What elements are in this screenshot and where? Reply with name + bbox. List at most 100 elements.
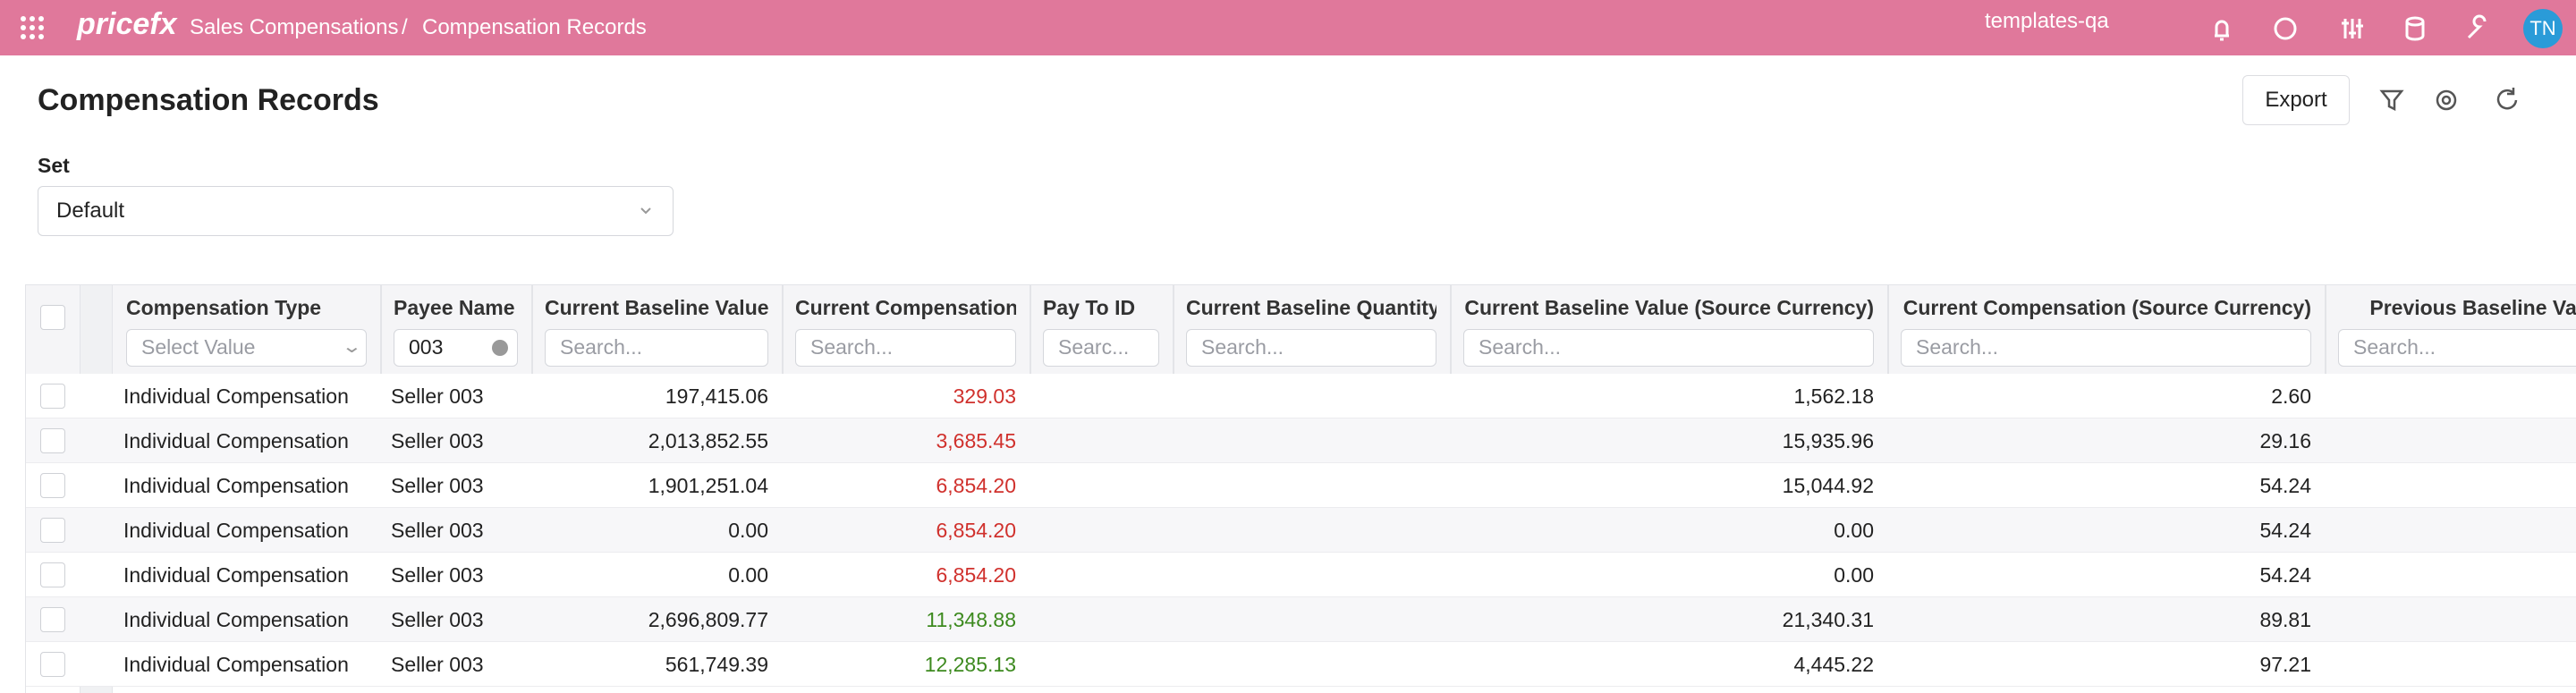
column-header[interactable]: Current Baseline Value (Source Currency)	[1464, 296, 1874, 319]
table-row	[26, 597, 2576, 642]
column-divider	[1173, 285, 1174, 374]
table-cell: 6,854.20	[936, 474, 1016, 497]
column-divider	[2325, 285, 2326, 374]
help-icon[interactable]	[2274, 17, 2297, 40]
table-cell: Seller 003	[391, 519, 484, 542]
settings-icon[interactable]	[2436, 89, 2457, 111]
table-cell: Seller 003	[391, 653, 484, 676]
row-checkbox[interactable]	[40, 562, 65, 587]
column-filter[interactable]: Search...	[1901, 329, 2311, 367]
tools-icon[interactable]	[2467, 14, 2487, 39]
table-cell: 97.21	[2259, 653, 2311, 676]
select-all-checkbox[interactable]	[40, 305, 65, 330]
table-cell: 21,340.31	[1782, 608, 1874, 631]
table-cell: Seller 003	[391, 563, 484, 587]
table-cell: 54.24	[2259, 563, 2311, 587]
column-filter[interactable]: Search...	[795, 329, 1016, 367]
table-cell: 89.81	[2259, 608, 2311, 631]
table-cell: Individual Compensation	[123, 608, 349, 631]
table-cell: 2,013,852.55	[648, 429, 768, 452]
column-filter[interactable]: Search...	[1186, 329, 1436, 367]
breadcrumb-current: Compensation Records	[422, 15, 647, 39]
column-header[interactable]: Compensation Type	[126, 296, 322, 319]
column-header[interactable]: Previous Baseline Value	[2369, 296, 2576, 319]
column-divider	[782, 285, 784, 374]
row-checkbox[interactable]	[40, 518, 65, 543]
table-cell: Individual Compensation	[123, 429, 349, 452]
export-button[interactable]: Export	[2242, 75, 2350, 125]
database-icon[interactable]	[2405, 16, 2425, 27]
row-checkbox[interactable]	[40, 428, 65, 453]
table-cell: 54.24	[2259, 519, 2311, 542]
table-row	[26, 553, 2576, 597]
column-filter[interactable]: Select Value	[126, 329, 367, 367]
avatar[interactable]	[2522, 8, 2563, 49]
filter-icon[interactable]	[2379, 89, 2404, 112]
logo[interactable]: pricefx	[77, 7, 177, 41]
table-cell: 54.24	[2259, 474, 2311, 497]
table-row	[26, 508, 2576, 553]
table-cell: 0.00	[728, 563, 768, 587]
filter-arrow: ⌄	[341, 337, 363, 357]
row-checkbox[interactable]	[40, 473, 65, 498]
row-checkbox[interactable]	[40, 384, 65, 409]
page-title: Compensation Records	[38, 83, 379, 117]
column-filter[interactable]: Search...	[2338, 329, 2576, 367]
column-filter[interactable]: Search...	[1463, 329, 1874, 367]
table-cell: 0.00	[728, 519, 768, 542]
table-cell: 197,415.06	[665, 385, 768, 408]
table-cell: Individual Compensation	[123, 653, 349, 676]
column-header[interactable]: Current Baseline Quantity	[1186, 296, 1436, 319]
table-cell: Individual Compensation	[123, 563, 349, 587]
clear-filter[interactable]	[492, 340, 508, 356]
column-filter[interactable]: Search...	[545, 329, 768, 367]
column-header[interactable]: Current Compensation	[795, 296, 1016, 319]
table-cell: Seller 003	[391, 429, 484, 452]
column-header[interactable]: Current Compensation (Source Currency)	[1902, 296, 2311, 319]
table-cell: 1,562.18	[1793, 385, 1874, 408]
toolbar-icons	[2379, 88, 2518, 112]
column-header[interactable]: Payee Name	[394, 296, 515, 319]
column-header[interactable]: Pay To ID	[1043, 296, 1136, 319]
avatar-initials: TN	[2529, 17, 2556, 39]
table-cell: Individual Compensation	[123, 474, 349, 497]
table-cell: 15,935.96	[1782, 429, 1874, 452]
apps-icon[interactable]	[20, 15, 45, 40]
table-cell: Individual Compensation	[123, 385, 349, 408]
table-cell: 2,696,809.77	[648, 608, 768, 631]
table-row	[26, 642, 2576, 687]
column-filter[interactable]: Searc...	[1043, 329, 1159, 367]
table-cell: 6,854.20	[936, 519, 1016, 542]
settings-icon[interactable]	[2342, 19, 2363, 38]
column-divider	[1450, 285, 1452, 374]
set-label: Set	[38, 154, 70, 177]
dropdown-arrow	[640, 207, 651, 215]
table-cell: Seller 003	[391, 385, 484, 408]
breadcrumb-link[interactable]: Sales Compensations	[190, 15, 399, 39]
table-cell: Seller 003	[391, 608, 484, 631]
table-cell: 12,285.13	[924, 653, 1016, 676]
column-header[interactable]: Current Baseline Value	[545, 296, 768, 319]
table-cell: 2.60	[2271, 385, 2311, 408]
row-checkbox[interactable]	[40, 652, 65, 677]
table-cell: 561,749.39	[665, 653, 768, 676]
data-table: Compensation Type Select Value ⌄ Payee Name…	[25, 284, 2576, 693]
table-cell: Seller 003	[391, 474, 484, 497]
notification-icon[interactable]	[2215, 20, 2229, 41]
table-row	[26, 374, 2576, 418]
table-row	[26, 463, 2576, 508]
refresh-icon[interactable]	[2496, 88, 2518, 110]
environment[interactable]: templates-qa	[1985, 9, 2109, 33]
column-divider	[380, 285, 382, 374]
column-divider	[531, 285, 533, 374]
header-icons	[2215, 14, 2487, 41]
row-checkbox[interactable]	[40, 607, 65, 632]
column-divider	[1030, 285, 1031, 374]
table-cell: 1,901,251.04	[648, 474, 768, 497]
table-cell: 0.00	[1834, 519, 1874, 542]
table-row	[26, 418, 2576, 463]
set-dropdown[interactable]: Default	[38, 186, 674, 236]
breadcrumb-separator: /	[402, 15, 408, 39]
